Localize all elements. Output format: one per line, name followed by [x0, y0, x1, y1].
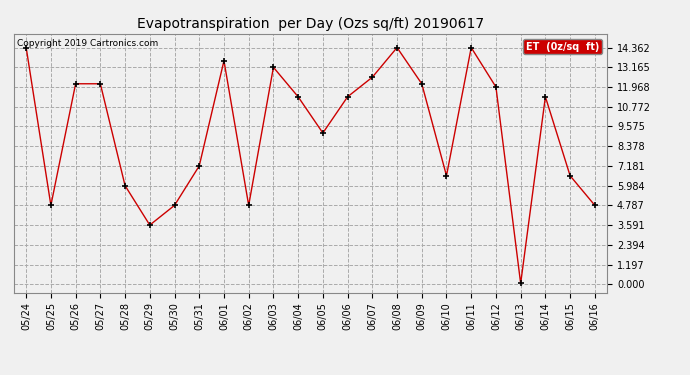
- Title: Evapotranspiration  per Day (Ozs sq/ft) 20190617: Evapotranspiration per Day (Ozs sq/ft) 2…: [137, 17, 484, 31]
- Legend: ET  (0z/sq  ft): ET (0z/sq ft): [523, 39, 602, 54]
- Text: Copyright 2019 Cartronics.com: Copyright 2019 Cartronics.com: [17, 39, 158, 48]
